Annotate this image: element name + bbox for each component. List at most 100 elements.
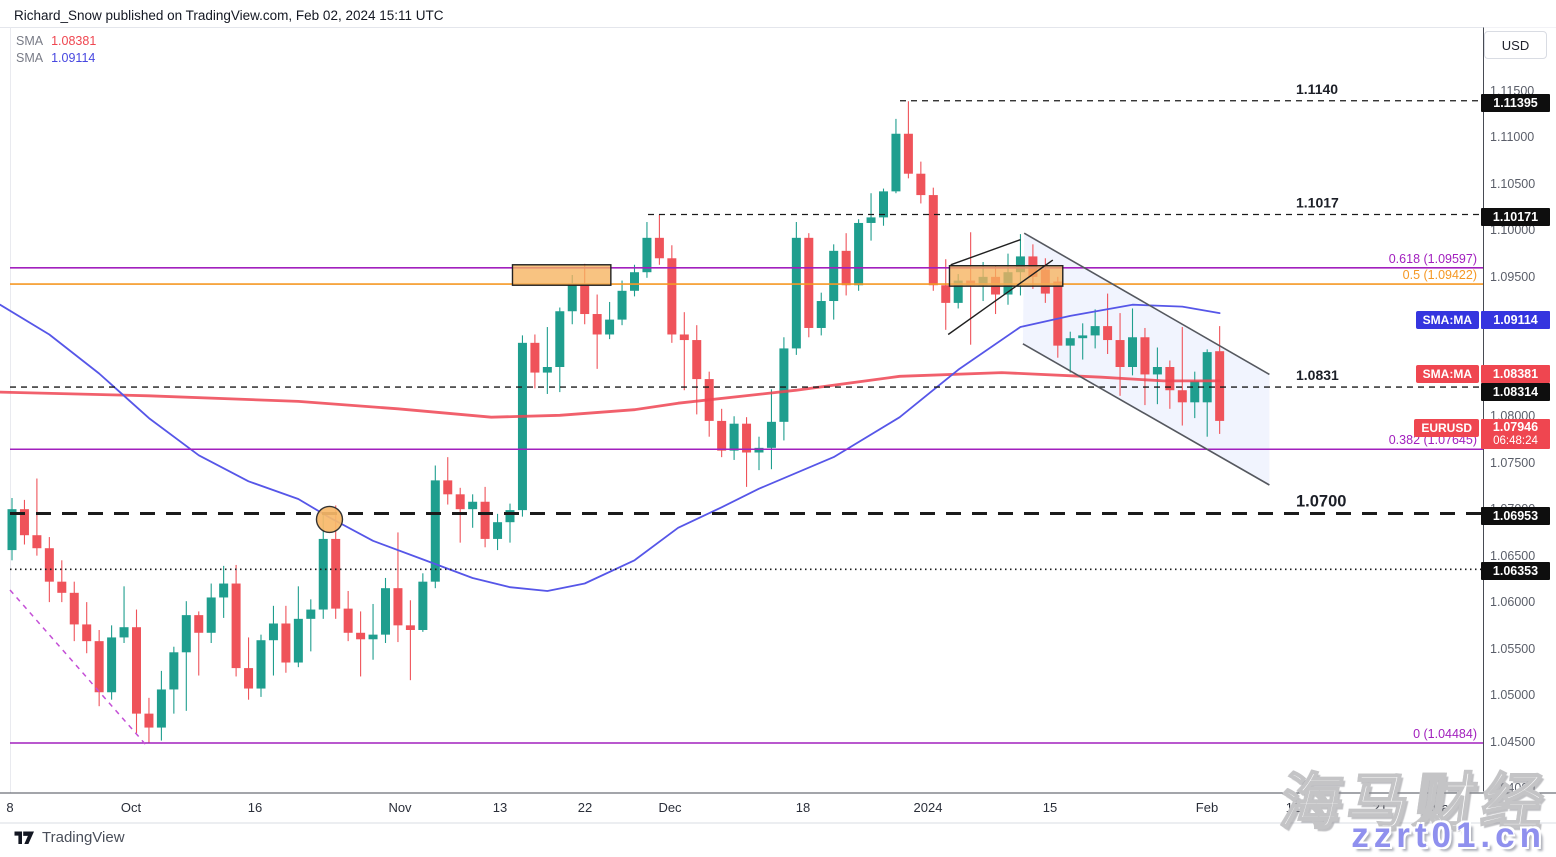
candle-body: [1090, 326, 1100, 336]
publish-header: Richard_Snow published on TradingView.co…: [14, 8, 444, 23]
sma-legend-slow[interactable]: SMA 1.08381: [16, 33, 96, 50]
candle-body: [306, 609, 316, 619]
candle-body: [829, 250, 839, 302]
candle-body: [418, 581, 428, 630]
tradingview-attribution[interactable]: TradingView: [14, 829, 125, 846]
candlestick-series: [7, 101, 1225, 744]
wedge-upper: [950, 239, 1021, 266]
candle-body: [343, 608, 353, 633]
candle-body: [1053, 281, 1063, 346]
candle-body: [605, 319, 615, 335]
candle-body: [169, 652, 179, 690]
candle-body: [455, 494, 465, 510]
candle-body: [244, 668, 254, 689]
candle-body: [1152, 367, 1162, 375]
supply-zone-jan: [948, 265, 1064, 287]
currency-toggle-button[interactable]: USD: [1484, 31, 1547, 59]
candle-body: [32, 535, 42, 549]
candle-body: [368, 634, 378, 640]
candle-body: [1103, 326, 1113, 341]
candle-body: [144, 713, 154, 728]
candle-body: [7, 509, 17, 551]
candle-body: [1065, 338, 1075, 346]
sma-line: [0, 303, 1221, 592]
channel-top: [1023, 232, 1270, 376]
fib-label: 0.382 (1.07645): [1389, 433, 1477, 447]
candle-body: [928, 195, 938, 286]
candle-body: [1115, 340, 1125, 368]
sma-value-fast: 1.09114: [51, 51, 96, 65]
candle-body: [530, 342, 540, 373]
candle-body: [19, 509, 29, 536]
candle-body: [953, 280, 963, 303]
supply-zone-nov: [511, 264, 612, 286]
candle-body: [517, 342, 527, 511]
candle-body: [1128, 337, 1137, 368]
circle-marker: [315, 505, 344, 534]
candle-body: [1140, 337, 1150, 375]
candle-body: [555, 311, 565, 368]
candle-body: [916, 173, 926, 196]
candle-body: [331, 538, 341, 609]
candle-body: [879, 191, 888, 218]
candle-body: [1015, 256, 1025, 273]
candle-body: [468, 501, 478, 510]
sma-legend-fast[interactable]: SMA 1.09114: [16, 50, 96, 67]
candle-body: [405, 625, 415, 630]
candle-body: [542, 367, 552, 373]
candle-body: [94, 641, 104, 693]
candle-body: [69, 592, 79, 625]
candle-body: [393, 588, 403, 626]
candle-body: [816, 301, 826, 328]
candle-body: [57, 581, 67, 593]
tradingview-logo-icon: [14, 831, 34, 844]
candle-body: [107, 637, 117, 693]
candle-body: [667, 258, 677, 335]
candle-body: [82, 624, 92, 642]
candle-body: [505, 510, 515, 523]
candle-body: [791, 237, 801, 349]
indicator-legend: SMA 1.08381 SMA 1.09114: [16, 33, 96, 67]
candle-body: [754, 447, 764, 453]
candle-body: [119, 627, 129, 638]
tradingview-attribution-text: TradingView: [42, 829, 125, 846]
candle-body: [206, 597, 216, 633]
candle-body: [1165, 367, 1175, 391]
candle-body: [742, 423, 752, 453]
candle-body: [293, 618, 303, 663]
candle-body: [1215, 351, 1225, 421]
candle-body: [1078, 335, 1088, 339]
candle-body: [480, 501, 490, 539]
candle-body: [941, 285, 951, 303]
candle-body: [281, 623, 291, 663]
candle-body: [617, 290, 627, 320]
sma-value-slow: 1.08381: [51, 34, 97, 48]
level-annotation: 1.1140: [1296, 81, 1338, 97]
candle-body: [132, 627, 141, 714]
candle-body: [766, 421, 776, 448]
sma-label: SMA: [16, 34, 44, 48]
candle-body: [854, 222, 864, 286]
candle-body: [717, 420, 727, 451]
candle-body: [729, 423, 739, 451]
candle-body: [181, 615, 191, 653]
candle-body: [654, 237, 664, 259]
sma-label: SMA: [16, 51, 44, 65]
candle-body: [642, 237, 652, 273]
candle-body: [779, 348, 789, 422]
candle-body: [443, 480, 453, 495]
candle-body: [630, 272, 639, 291]
candle-body: [1202, 352, 1212, 403]
candle-body: [891, 133, 901, 192]
candle-body: [903, 133, 913, 174]
sma-line: [0, 371, 1221, 419]
candle-body: [268, 623, 278, 641]
watermark-site: zzrt01.cn: [1351, 816, 1546, 855]
candle-body: [567, 283, 577, 312]
level-annotation: 1.0700: [1296, 493, 1346, 511]
fib-label: 0.5 (1.09422): [1403, 268, 1477, 282]
candle-body: [592, 314, 602, 335]
candle-body: [219, 583, 229, 598]
